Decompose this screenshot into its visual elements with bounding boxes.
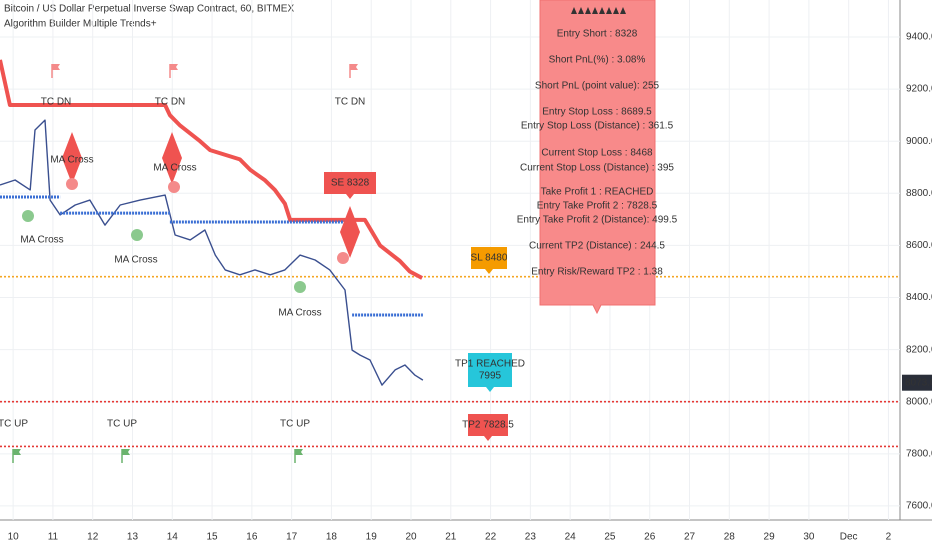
chart-label: MA Cross	[153, 163, 196, 174]
y-tick-label: 8600.0	[906, 240, 932, 251]
y-tick-label: 8000.0	[906, 396, 932, 407]
chart-label: TC DN	[335, 97, 366, 108]
x-tick-label: 15	[207, 532, 219, 543]
indicator-name: Algorithm Builder Multiple Trends+	[4, 19, 157, 30]
x-tick-label: 27	[684, 532, 696, 543]
info-line: Entry Stop Loss (Distance) : 361.5	[521, 121, 674, 132]
badge	[468, 414, 508, 441]
x-tick-label: 28	[724, 532, 736, 543]
y-tick-label: 7800.0	[906, 448, 932, 459]
chart-title: Bitcoin / US Dollar Perpetual Inverse Sw…	[4, 4, 294, 15]
panel-triangle	[613, 7, 619, 14]
series-line	[0, 119, 424, 386]
chart-label: MA Cross	[50, 155, 93, 166]
chart-label: MA Cross	[114, 255, 157, 266]
y-tick-label: 8800.0	[906, 188, 932, 199]
x-tick-label: 17	[286, 532, 298, 543]
last-price-label: 8073.0	[905, 377, 932, 388]
x-tick-label: 16	[246, 532, 258, 543]
sell-diamond	[162, 132, 182, 184]
panel-triangle	[606, 7, 612, 14]
x-tick-label: 2	[886, 532, 892, 543]
panel-triangle	[585, 7, 591, 14]
ma-cross-dot	[22, 210, 34, 222]
y-tick-label: 9400.0	[906, 32, 932, 43]
x-tick-label: 23	[525, 532, 537, 543]
chart-label: MA Cross	[278, 308, 321, 319]
badge-text: SL 8480	[471, 253, 508, 264]
last-price-tag	[902, 374, 932, 391]
flag	[13, 449, 21, 455]
x-tick-label: 20	[405, 532, 417, 543]
flag	[52, 64, 60, 70]
info-line: Current Stop Loss (Distance) : 395	[520, 163, 674, 174]
x-tick-label: 26	[644, 532, 656, 543]
info-line: Entry Risk/Reward TP2 : 1.38	[531, 267, 663, 278]
x-tick-label: 11	[48, 532, 59, 543]
x-tick-label: 19	[366, 532, 378, 543]
y-tick-label: 8200.0	[906, 344, 932, 355]
flag	[295, 449, 303, 455]
badge-text: 7995	[479, 371, 502, 382]
x-tick-label: 29	[764, 532, 776, 543]
x-tick-label: 10	[8, 532, 20, 543]
info-line: Short PnL (point value): 255	[535, 81, 660, 92]
series-line	[0, 195, 423, 317]
x-tick-label: 21	[445, 532, 457, 543]
info-line: Current TP2 (Distance) : 244.5	[529, 241, 665, 252]
info-line: Entry Stop Loss : 8689.5	[542, 107, 652, 118]
info-line: Entry Short : 8328	[557, 29, 638, 40]
ma-cross-dot	[294, 281, 306, 293]
y-tick-label: 7600.0	[906, 501, 932, 512]
badge-text: TP2 7828.5	[462, 420, 514, 431]
flag	[170, 64, 178, 70]
badge-text: SE 8328	[331, 178, 370, 189]
y-tick-label: 8400.0	[906, 292, 932, 303]
x-tick-label: 14	[167, 532, 179, 543]
badge-text: TP1 REACHED	[455, 359, 525, 370]
x-tick-label: 12	[87, 532, 99, 543]
chart-label: TC DN	[41, 97, 72, 108]
sell-diamond	[340, 206, 360, 258]
info-panel	[539, 0, 656, 315]
info-line: Take Profit 1 : REACHED	[541, 187, 654, 198]
flag	[122, 449, 130, 455]
x-tick-label: Dec	[840, 532, 858, 543]
chart-label: TC UP	[280, 419, 310, 430]
series-line	[0, 59, 424, 280]
info-line: Entry Take Profit 2 (Distance): 499.5	[517, 215, 678, 226]
ma-cross-dot	[168, 181, 180, 193]
badge	[468, 353, 512, 392]
panel-triangle	[592, 7, 598, 14]
x-tick-label: 30	[803, 532, 815, 543]
sell-diamond	[62, 132, 82, 184]
info-line: Short PnL(%) : 3.08%	[549, 55, 646, 66]
badge	[471, 247, 507, 274]
chart-label: TC UP	[107, 419, 137, 430]
info-line: Current Stop Loss : 8468	[541, 148, 653, 159]
chart-label: MA Cross	[20, 235, 63, 246]
ma-cross-dot	[66, 178, 78, 190]
panel-triangle	[620, 7, 626, 14]
y-tick-label: 9200.0	[906, 84, 932, 95]
panel-triangle	[578, 7, 584, 14]
y-tick-label: 9000.0	[906, 136, 932, 147]
ma-cross-dot	[131, 229, 143, 241]
panel-triangle	[571, 7, 577, 14]
x-tick-label: 24	[565, 532, 577, 543]
info-line: Entry Take Profit 2 : 7828.5	[537, 201, 658, 212]
ma-cross-dot	[337, 252, 349, 264]
chart-label: TC DN	[155, 97, 186, 108]
x-tick-label: 25	[604, 532, 616, 543]
x-tick-label: 22	[485, 532, 497, 543]
x-tick-label: 18	[326, 532, 338, 543]
chart-label: TC UP	[0, 419, 28, 430]
panel-triangle	[599, 7, 605, 14]
flag	[350, 64, 358, 70]
badge	[324, 172, 376, 199]
x-tick-label: 13	[127, 532, 139, 543]
